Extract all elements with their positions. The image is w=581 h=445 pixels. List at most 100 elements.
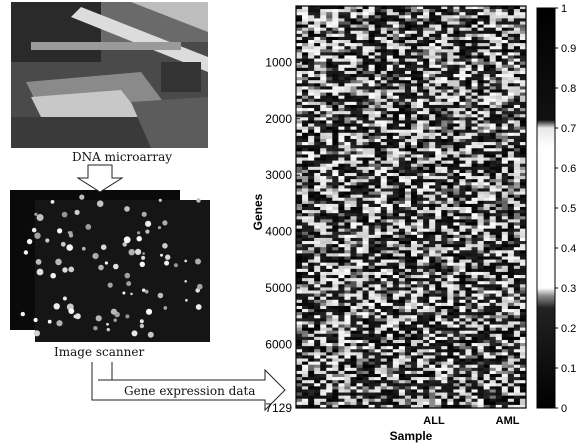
heatmap-cell bbox=[423, 361, 430, 366]
heatmap-cell bbox=[326, 383, 333, 387]
heatmap-cell bbox=[417, 9, 424, 13]
heatmap-cell bbox=[380, 339, 388, 344]
heatmap-cell bbox=[368, 380, 375, 384]
heatmap-cell bbox=[423, 151, 430, 155]
heatmap-cell bbox=[459, 191, 466, 195]
heatmap-cell bbox=[368, 15, 375, 19]
heatmap-cell bbox=[320, 95, 327, 100]
heatmap-cell bbox=[441, 309, 448, 313]
heatmap-cell bbox=[489, 281, 497, 285]
heatmap-cell bbox=[453, 197, 460, 202]
heatmap-cell bbox=[296, 358, 303, 362]
heatmap-cell bbox=[308, 315, 315, 319]
heatmap-cell bbox=[411, 210, 418, 214]
heatmap-cell bbox=[411, 355, 418, 359]
heatmap-cell bbox=[489, 145, 497, 149]
heatmap-cell bbox=[501, 58, 509, 62]
heatmap-cell bbox=[435, 339, 442, 344]
heatmap-cell bbox=[429, 148, 436, 152]
heatmap-cell bbox=[362, 43, 369, 47]
heatmap-cell bbox=[477, 231, 484, 236]
heatmap-cell bbox=[447, 21, 454, 25]
heatmap-cell bbox=[453, 92, 460, 96]
heatmap-cell bbox=[320, 265, 327, 270]
heatmap-cell bbox=[435, 222, 442, 226]
heatmap-cell bbox=[302, 386, 309, 390]
heatmap-cell bbox=[332, 74, 339, 78]
heatmap-cell bbox=[507, 210, 515, 214]
heatmap-cell bbox=[404, 77, 412, 81]
heatmap-cell bbox=[386, 58, 394, 62]
heatmap-cell bbox=[513, 389, 521, 393]
heatmap-cell bbox=[374, 262, 382, 267]
heatmap-cell bbox=[471, 290, 478, 294]
heatmap-cell bbox=[404, 370, 412, 375]
heatmap-cell bbox=[356, 40, 363, 44]
heatmap-cell bbox=[308, 151, 315, 155]
heatmap-cell bbox=[362, 380, 369, 384]
heatmap-cell bbox=[344, 15, 351, 19]
heatmap-cell bbox=[380, 265, 388, 270]
heatmap-cell bbox=[447, 336, 454, 341]
heatmap-cell bbox=[465, 278, 472, 282]
heatmap-cell bbox=[374, 309, 382, 313]
heatmap-cell bbox=[326, 80, 333, 84]
heatmap-cell bbox=[308, 241, 315, 245]
heatmap-cell bbox=[350, 349, 357, 353]
heatmap-cell bbox=[404, 197, 412, 202]
heatmap-cell bbox=[435, 268, 442, 273]
heatmap-cell bbox=[332, 231, 339, 236]
heatmap-cell bbox=[374, 293, 382, 297]
heatmap-cell bbox=[489, 129, 497, 134]
heatmap-cell bbox=[417, 179, 424, 183]
heatmap-cell bbox=[398, 104, 406, 109]
heatmap-cell bbox=[507, 111, 515, 115]
heatmap-cell bbox=[513, 275, 521, 279]
heatmap-cell bbox=[441, 281, 448, 285]
heatmap-cell bbox=[435, 349, 442, 353]
scanner-caption: Image scanner bbox=[54, 345, 145, 359]
heatmap-cell bbox=[320, 98, 327, 103]
heatmap-cell bbox=[404, 95, 412, 100]
heatmap-cell bbox=[459, 398, 466, 403]
heatmap-cell bbox=[350, 191, 357, 195]
heatmap-cell bbox=[302, 321, 309, 325]
heatmap-cell bbox=[320, 352, 327, 356]
heatmap-cell bbox=[417, 290, 424, 294]
heatmap-cell bbox=[423, 74, 430, 78]
heatmap-cell bbox=[453, 315, 460, 319]
heatmap-cell bbox=[495, 253, 503, 257]
heatmap-cell bbox=[495, 135, 503, 140]
heatmap-cell bbox=[362, 151, 369, 155]
scanner-spot bbox=[53, 303, 60, 310]
heatmap-cell bbox=[350, 114, 357, 118]
heatmap-cell bbox=[507, 333, 515, 338]
heatmap-cell bbox=[501, 222, 509, 226]
heatmap-cell bbox=[332, 138, 339, 143]
heatmap-cell bbox=[471, 241, 478, 245]
heatmap-cell bbox=[392, 346, 400, 350]
heatmap-cell bbox=[465, 182, 472, 186]
heatmap-cell bbox=[501, 145, 509, 149]
heatmap-cell bbox=[398, 259, 406, 263]
heatmap-cell bbox=[471, 191, 478, 195]
heatmap-cell bbox=[489, 302, 497, 307]
heatmap-cell bbox=[338, 318, 345, 322]
heatmap-cell bbox=[362, 271, 369, 276]
heatmap-cell bbox=[296, 228, 303, 233]
heatmap-cell bbox=[501, 21, 509, 25]
scanner-spot bbox=[163, 306, 168, 310]
heatmap-cell bbox=[459, 349, 466, 353]
heatmap-cell bbox=[320, 166, 327, 171]
heatmap-cell bbox=[368, 114, 375, 118]
heatmap-cell bbox=[513, 33, 521, 38]
heatmap-cell bbox=[404, 123, 412, 127]
heatmap-cell bbox=[513, 333, 521, 338]
heatmap-cell bbox=[471, 377, 478, 381]
heatmap-cell bbox=[392, 166, 400, 171]
heatmap-cell bbox=[471, 315, 478, 319]
heatmap-cell bbox=[423, 18, 430, 22]
heatmap-cell bbox=[441, 89, 448, 93]
heatmap-cell bbox=[344, 185, 351, 189]
heatmap-cell bbox=[447, 265, 454, 270]
